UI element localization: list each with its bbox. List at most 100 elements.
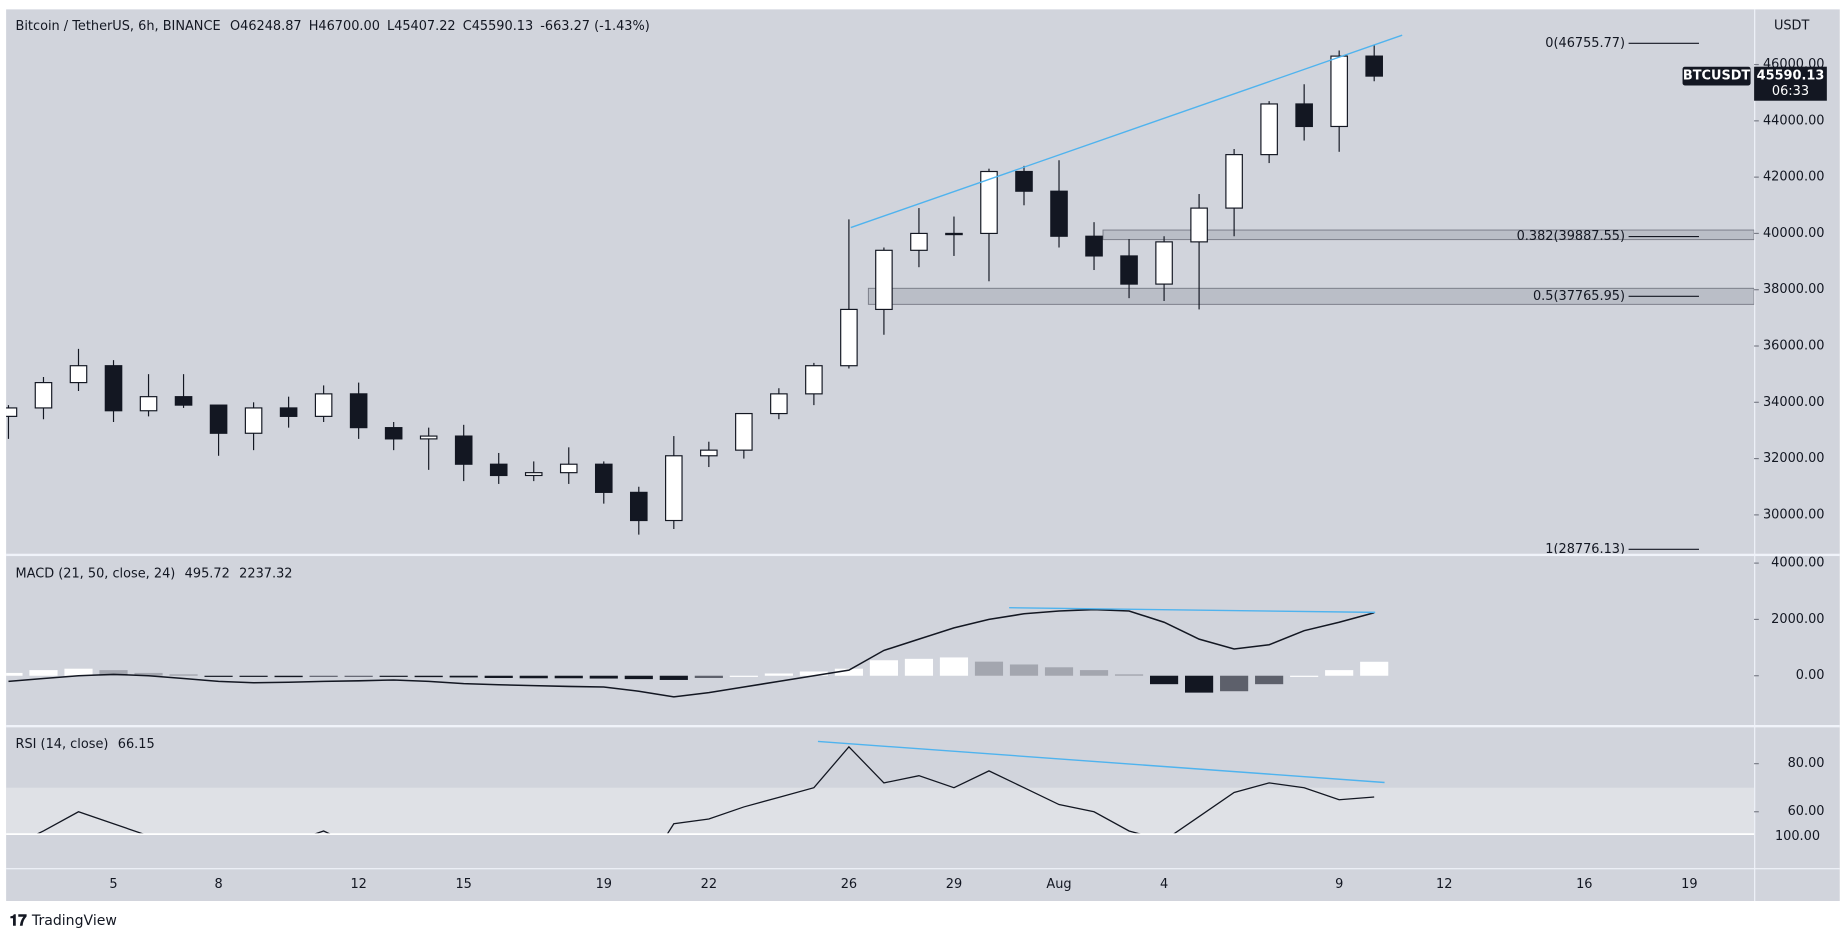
axis-unit: USDT: [1774, 18, 1810, 33]
rsi-title: RSI (14, close): [16, 736, 109, 751]
candle-body: [34, 382, 53, 409]
x-tick-label: 9: [1335, 877, 1343, 892]
fib-label: 0.5(37765.95): [1533, 289, 1625, 304]
candle-body: [489, 463, 508, 477]
candle-body: [279, 407, 298, 417]
candle-body: [1190, 207, 1208, 243]
y-tick-label: 80.00: [1788, 756, 1825, 771]
y-tick-label: 40000.00: [1763, 226, 1825, 241]
histogram-bar: [729, 675, 758, 677]
countdown: 06:33: [1772, 84, 1809, 99]
chart-title: Bitcoin / TetherUS, 6h, BINANCE: [16, 18, 221, 33]
zone: [1102, 229, 1755, 241]
histogram-bar: [309, 675, 338, 677]
candle-body: [6, 407, 18, 417]
candle-body: [139, 396, 158, 412]
macd-header: MACD (21, 50, close, 24) 495.72 2237.32: [16, 566, 293, 581]
trendline: [850, 34, 1403, 229]
candle-body: [665, 455, 683, 522]
histogram-bar: [624, 675, 653, 680]
x-tick-label: 4: [1160, 877, 1168, 892]
candle-body: [875, 249, 893, 311]
candle-body: [910, 232, 928, 251]
macd-value: 2237.32: [239, 566, 292, 581]
y-tick-label: 42000.00: [1763, 170, 1825, 185]
histogram-bar: [1360, 661, 1389, 676]
histogram-bar: [64, 668, 93, 676]
x-tick-label: 26: [841, 877, 857, 892]
histogram-bar: [169, 674, 198, 676]
candle-body: [1085, 235, 1103, 257]
histogram-bar: [764, 673, 793, 676]
high-value: 46700.00: [318, 18, 380, 33]
histogram-bar: [904, 658, 934, 676]
histogram-bar: [204, 675, 233, 677]
candle-body: [594, 463, 613, 493]
histogram-bar: [239, 675, 268, 677]
histogram-bar: [484, 675, 513, 678]
candle-body: [1260, 103, 1278, 156]
candle-body: [524, 472, 543, 477]
histogram-bar: [659, 675, 688, 680]
y-tick-label: 44000.00: [1763, 113, 1825, 128]
x-tick-label: 22: [701, 877, 717, 892]
candle-body: [1050, 190, 1068, 237]
candle-body: [454, 435, 473, 465]
y-tick-label: 30000.00: [1763, 507, 1825, 522]
histogram-bar: [1220, 675, 1249, 692]
candle-body: [1015, 170, 1033, 192]
histogram-bar: [974, 661, 1004, 676]
axis-separator: [6, 868, 1840, 870]
histogram-bar: [414, 675, 443, 678]
brand: TradingView: [31, 913, 117, 929]
candle-body: [770, 393, 788, 415]
histogram-bar: [869, 660, 899, 676]
logo: 𝟏𝟕: [10, 911, 27, 929]
macd-line: [8, 608, 1375, 698]
macd-value: 495.72: [185, 566, 230, 581]
y-tick-label: 34000.00: [1763, 395, 1825, 410]
fib-label: 1(28776.13): [1545, 542, 1625, 557]
candle-body: [700, 449, 718, 457]
histogram-bar: [134, 672, 163, 676]
y-tick-label: 2000.00: [1771, 612, 1824, 627]
x-tick-label: 15: [456, 877, 472, 892]
histogram-bar: [274, 675, 303, 678]
x-tick-label: 12: [350, 877, 366, 892]
background: [6, 9, 1840, 901]
rsi-line: [35, 745, 1375, 835]
histogram-bar: [29, 670, 58, 676]
candle-body: [104, 365, 123, 412]
candle-body: [1120, 255, 1138, 285]
x-tick-label: 29: [946, 877, 962, 892]
y-tick-label: 32000.00: [1763, 451, 1825, 466]
symbol-tag: [1682, 66, 1751, 86]
histogram-bar: [99, 670, 128, 676]
symbol-tag-text: BTCUSDT: [1683, 69, 1751, 84]
trendline: [1009, 606, 1376, 614]
y-tick-label: 4000.00: [1771, 556, 1824, 571]
candle-body: [1330, 55, 1348, 128]
histogram-bar: [589, 675, 618, 679]
close-value: 45590.13: [472, 18, 534, 33]
histogram-bar: [1185, 675, 1214, 693]
candle-body: [805, 365, 823, 395]
histogram-bar: [694, 675, 723, 678]
histogram-bar: [834, 668, 863, 676]
candle-body: [1295, 103, 1313, 128]
histogram-bar: [1255, 675, 1284, 685]
macd-title: MACD (21, 50, close, 24): [16, 566, 176, 581]
candle-body: [174, 396, 193, 406]
histogram-bar: [799, 671, 828, 676]
candle-body: [244, 407, 263, 434]
x-tick-label: 16: [1576, 877, 1592, 892]
histogram-bar: [1149, 675, 1179, 685]
rsi-header: RSI (14, close) 66.15: [16, 736, 155, 751]
histogram-bar: [6, 672, 23, 676]
candle-body: [559, 463, 578, 474]
low-value: 45407.22: [394, 18, 456, 33]
candle-body: [1365, 55, 1383, 77]
histogram-bar: [1009, 664, 1039, 676]
histogram-bar: [1044, 667, 1074, 676]
